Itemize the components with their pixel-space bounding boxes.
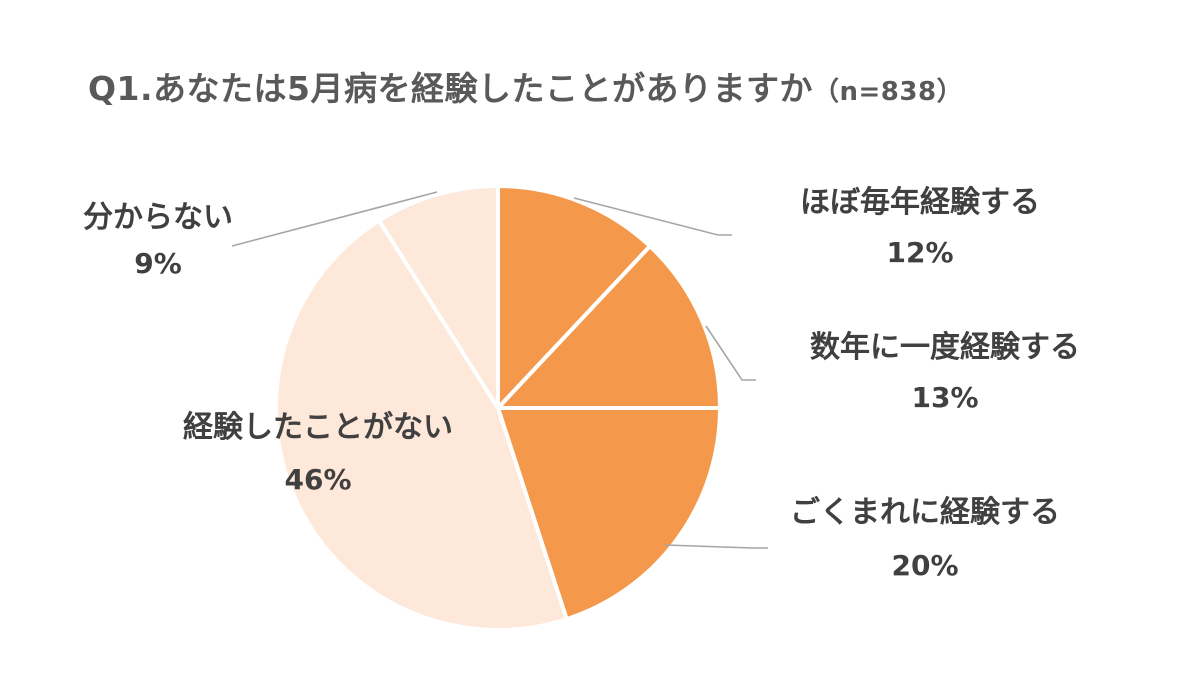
slice-label-every-few-years: 数年に一度経験する <box>810 330 1080 365</box>
slice-label-every-year: ほぼ毎年経験する <box>800 185 1040 220</box>
slice-value-unknown: 9% <box>134 247 182 280</box>
slice-label-rarely: ごくまれに経験する <box>790 495 1060 530</box>
chart-title-main: Q1.あなたは5月病を経験したことがありますか <box>88 69 814 108</box>
chart-title: Q1.あなたは5月病を経験したことがありますか（n=838） <box>88 62 963 110</box>
slice-value-every-few-years: 13% <box>911 381 978 414</box>
leader-lines <box>231 191 768 549</box>
pie-slice-never <box>273 218 569 632</box>
pie-slices <box>273 184 722 632</box>
pie-slice-unknown <box>377 184 500 410</box>
slice-label-unknown: 分からない <box>83 200 233 235</box>
slice-value-never: 46% <box>284 463 351 496</box>
chart-title-sample-size: （n=838） <box>813 77 964 107</box>
leader-line-rarely <box>664 544 768 549</box>
pie-slice-rarely <box>496 406 722 622</box>
pie-slice-every-year <box>496 184 652 410</box>
slice-value-rarely: 20% <box>891 549 958 582</box>
leader-line-every-year <box>573 197 732 236</box>
slice-label-never: 経験したことがない <box>183 410 453 445</box>
slice-labels: ほぼ毎年経験する 12% 数年に一度経験する 13% ごくまれに経験する 20% 経験したこ… <box>83 185 1080 582</box>
pie-slice-every-few-years <box>496 244 722 410</box>
leader-line-every-few-years <box>705 325 756 381</box>
leader-line-unknown <box>231 191 438 247</box>
slice-value-every-year: 12% <box>886 236 953 269</box>
